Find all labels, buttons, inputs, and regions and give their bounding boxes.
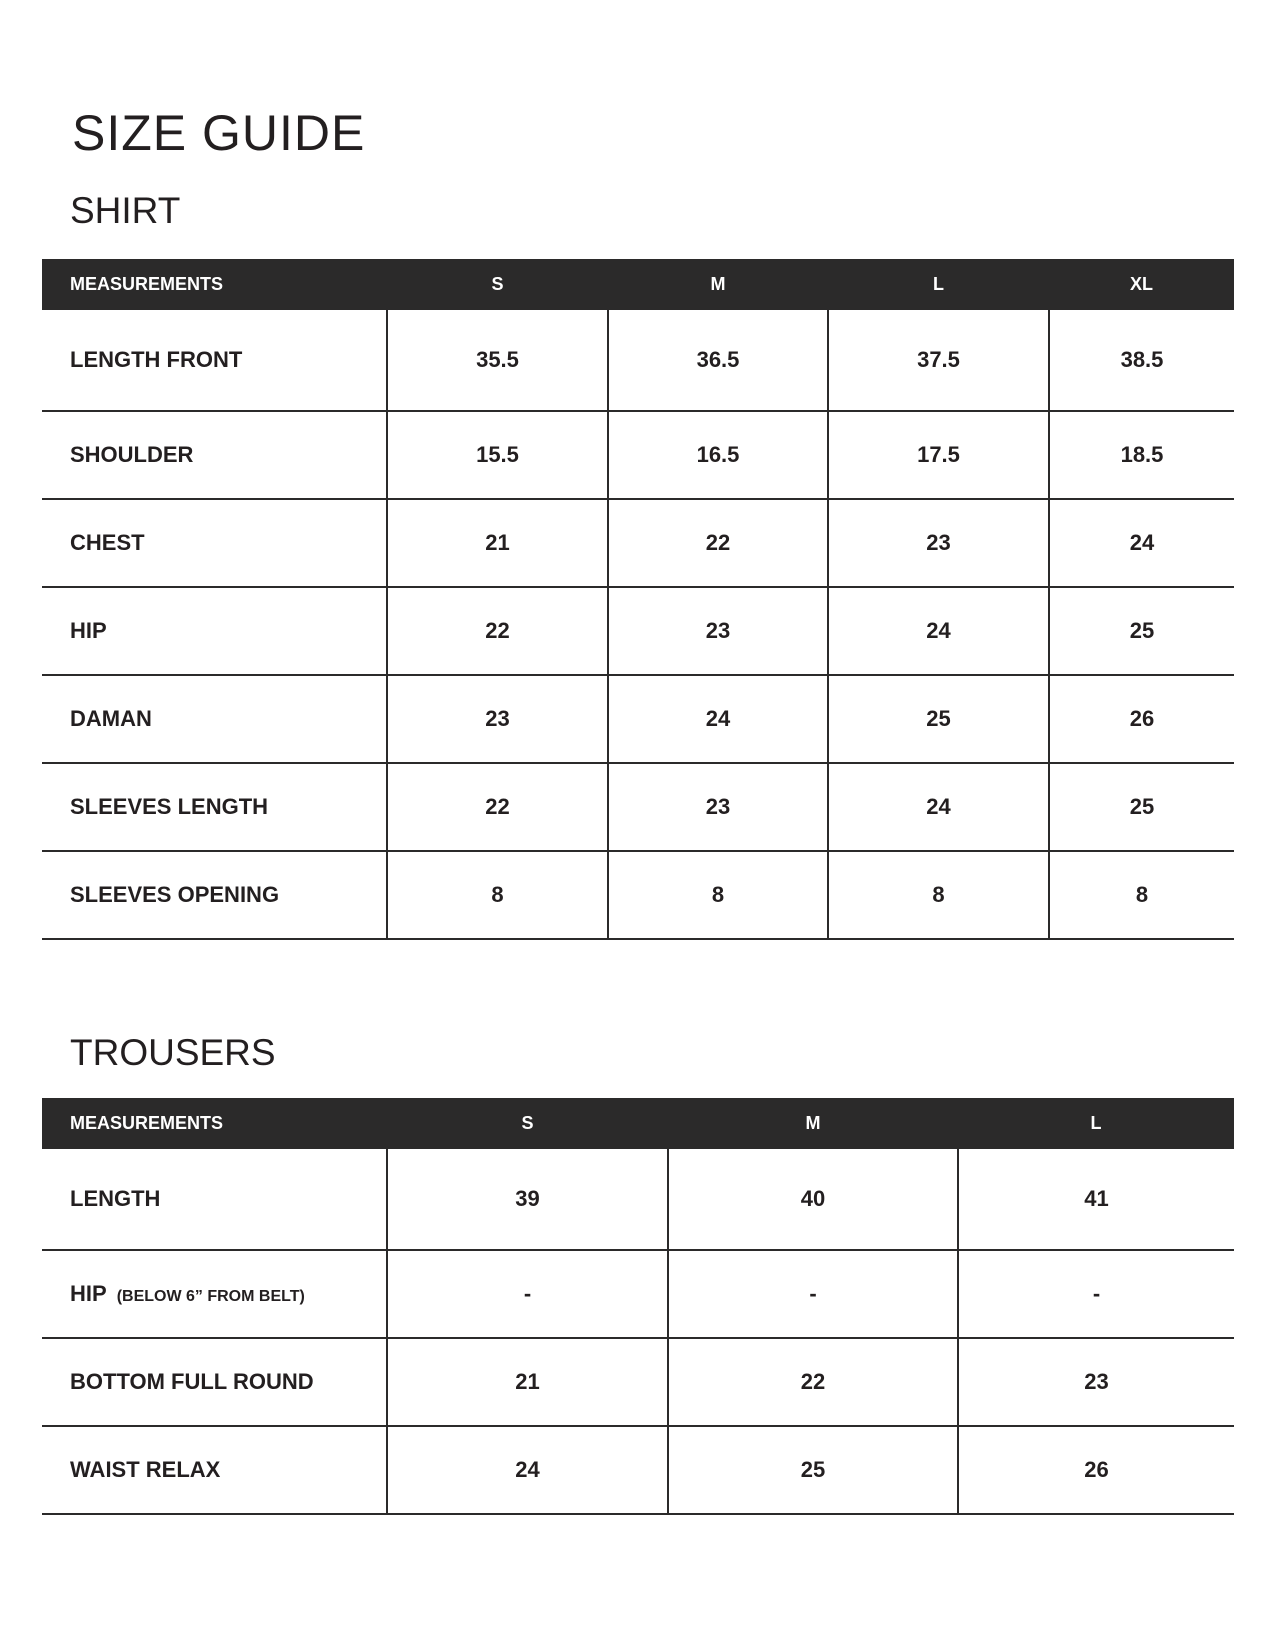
measurement-value: 18.5 (1048, 411, 1234, 500)
row-label-cell: SLEEVES OPENING (42, 851, 387, 940)
trousers-size-table: MEASUREMENTS S M L LENGTH 39 40 41 HIP (BELOW 6”… (42, 1098, 1234, 1515)
row-label: LENGTH (70, 1186, 161, 1211)
column-header-size: XL (1049, 259, 1234, 310)
column-header-size: M (668, 1098, 958, 1149)
row-label: SLEEVES LENGTH (70, 794, 269, 819)
measurement-value: 25 (1048, 587, 1234, 676)
column-header-size: S (387, 259, 608, 310)
measurement-value: 8 (607, 851, 828, 940)
table-row: HIP 22 23 24 25 (42, 587, 1234, 676)
row-label-cell: HIP (42, 587, 387, 676)
measurement-value: 23 (957, 1338, 1234, 1427)
measurement-value: 36.5 (607, 310, 828, 412)
column-header-size: M (608, 259, 828, 310)
table-header-row: MEASUREMENTS S M L (42, 1098, 1234, 1149)
row-label: HIP (70, 618, 107, 643)
measurement-value: 35.5 (386, 310, 608, 412)
column-header-size: L (828, 259, 1049, 310)
measurement-value: 17.5 (827, 411, 1049, 500)
measurement-value: 26 (957, 1426, 1234, 1515)
row-label-note: (BELOW 6” FROM BELT) (116, 1288, 305, 1305)
shirt-size-table: MEASUREMENTS S M L XL LENGTH FRONT 35.5 36.5 37… (42, 259, 1234, 940)
row-label: HIP (70, 1281, 107, 1306)
row-label: DAMAN (70, 706, 152, 731)
table-row: DAMAN 23 24 25 26 (42, 675, 1234, 764)
measurement-value: 23 (827, 499, 1049, 588)
row-label-cell: HIP (BELOW 6” FROM BELT) (42, 1250, 387, 1339)
measurement-value: - (386, 1250, 668, 1339)
column-header-size: L (958, 1098, 1234, 1149)
row-label: CHEST (70, 530, 145, 555)
measurement-value: 16.5 (607, 411, 828, 500)
measurement-value: 22 (386, 587, 608, 676)
column-header-measurements: MEASUREMENTS (42, 1098, 387, 1149)
measurement-value: 8 (1048, 851, 1234, 940)
measurement-value: 8 (386, 851, 608, 940)
row-label: WAIST RELAX (70, 1457, 221, 1482)
measurement-value: 21 (386, 1338, 668, 1427)
measurement-value: 40 (667, 1149, 958, 1251)
measurement-value: 23 (386, 675, 608, 764)
row-label: SLEEVES OPENING (70, 882, 280, 907)
measurement-value: 25 (827, 675, 1049, 764)
measurement-value: 25 (667, 1426, 958, 1515)
measurement-value: 21 (386, 499, 608, 588)
table-row: SLEEVES LENGTH 22 23 24 25 (42, 763, 1234, 852)
measurement-value: 37.5 (827, 310, 1049, 412)
measurement-value: 22 (667, 1338, 958, 1427)
row-label-cell: DAMAN (42, 675, 387, 764)
measurement-value: 24 (827, 763, 1049, 852)
measurement-value: 22 (607, 499, 828, 588)
measurement-value: - (957, 1250, 1234, 1339)
row-label-cell: WAIST RELAX (42, 1426, 387, 1515)
shirt-heading: SHIRT (70, 190, 181, 231)
table-row: HIP (BELOW 6” FROM BELT) - - - (42, 1250, 1234, 1339)
table-row: BOTTOM FULL ROUND 21 22 23 (42, 1338, 1234, 1427)
table-row: CHEST 21 22 23 24 (42, 499, 1234, 588)
row-label: SHOULDER (70, 442, 194, 467)
row-label-cell: CHEST (42, 499, 387, 588)
measurement-value: 15.5 (386, 411, 608, 500)
measurement-value: 25 (1048, 763, 1234, 852)
row-label-cell: SHOULDER (42, 411, 387, 500)
row-label-cell: SLEEVES LENGTH (42, 763, 387, 852)
measurement-value: 23 (607, 587, 828, 676)
measurement-value: 24 (827, 587, 1049, 676)
measurement-value: 38.5 (1048, 310, 1234, 412)
measurement-value: 24 (1048, 499, 1234, 588)
column-header-measurements: MEASUREMENTS (42, 259, 387, 310)
measurement-value: 23 (607, 763, 828, 852)
trousers-heading: TROUSERS (70, 1032, 276, 1073)
page-title: SIZE GUIDE (72, 105, 366, 161)
row-label-cell: LENGTH (42, 1149, 387, 1251)
row-label-cell: LENGTH FRONT (42, 310, 387, 412)
measurement-value: 22 (386, 763, 608, 852)
row-label-cell: BOTTOM FULL ROUND (42, 1338, 387, 1427)
measurement-value: 24 (386, 1426, 668, 1515)
row-label: BOTTOM FULL ROUND (70, 1369, 314, 1394)
table-row: SLEEVES OPENING 8 8 8 8 (42, 851, 1234, 940)
measurement-value: 26 (1048, 675, 1234, 764)
table-row: LENGTH 39 40 41 (42, 1149, 1234, 1251)
column-header-size: S (387, 1098, 668, 1149)
measurement-value: - (667, 1250, 958, 1339)
table-row: WAIST RELAX 24 25 26 (42, 1426, 1234, 1515)
measurement-value: 24 (607, 675, 828, 764)
table-row: LENGTH FRONT 35.5 36.5 37.5 38.5 (42, 310, 1234, 412)
measurement-value: 8 (827, 851, 1049, 940)
measurement-value: 41 (957, 1149, 1234, 1251)
row-label: LENGTH FRONT (70, 347, 243, 372)
measurement-value: 39 (386, 1149, 668, 1251)
table-header-row: MEASUREMENTS S M L XL (42, 259, 1234, 310)
table-row: SHOULDER 15.5 16.5 17.5 18.5 (42, 411, 1234, 500)
